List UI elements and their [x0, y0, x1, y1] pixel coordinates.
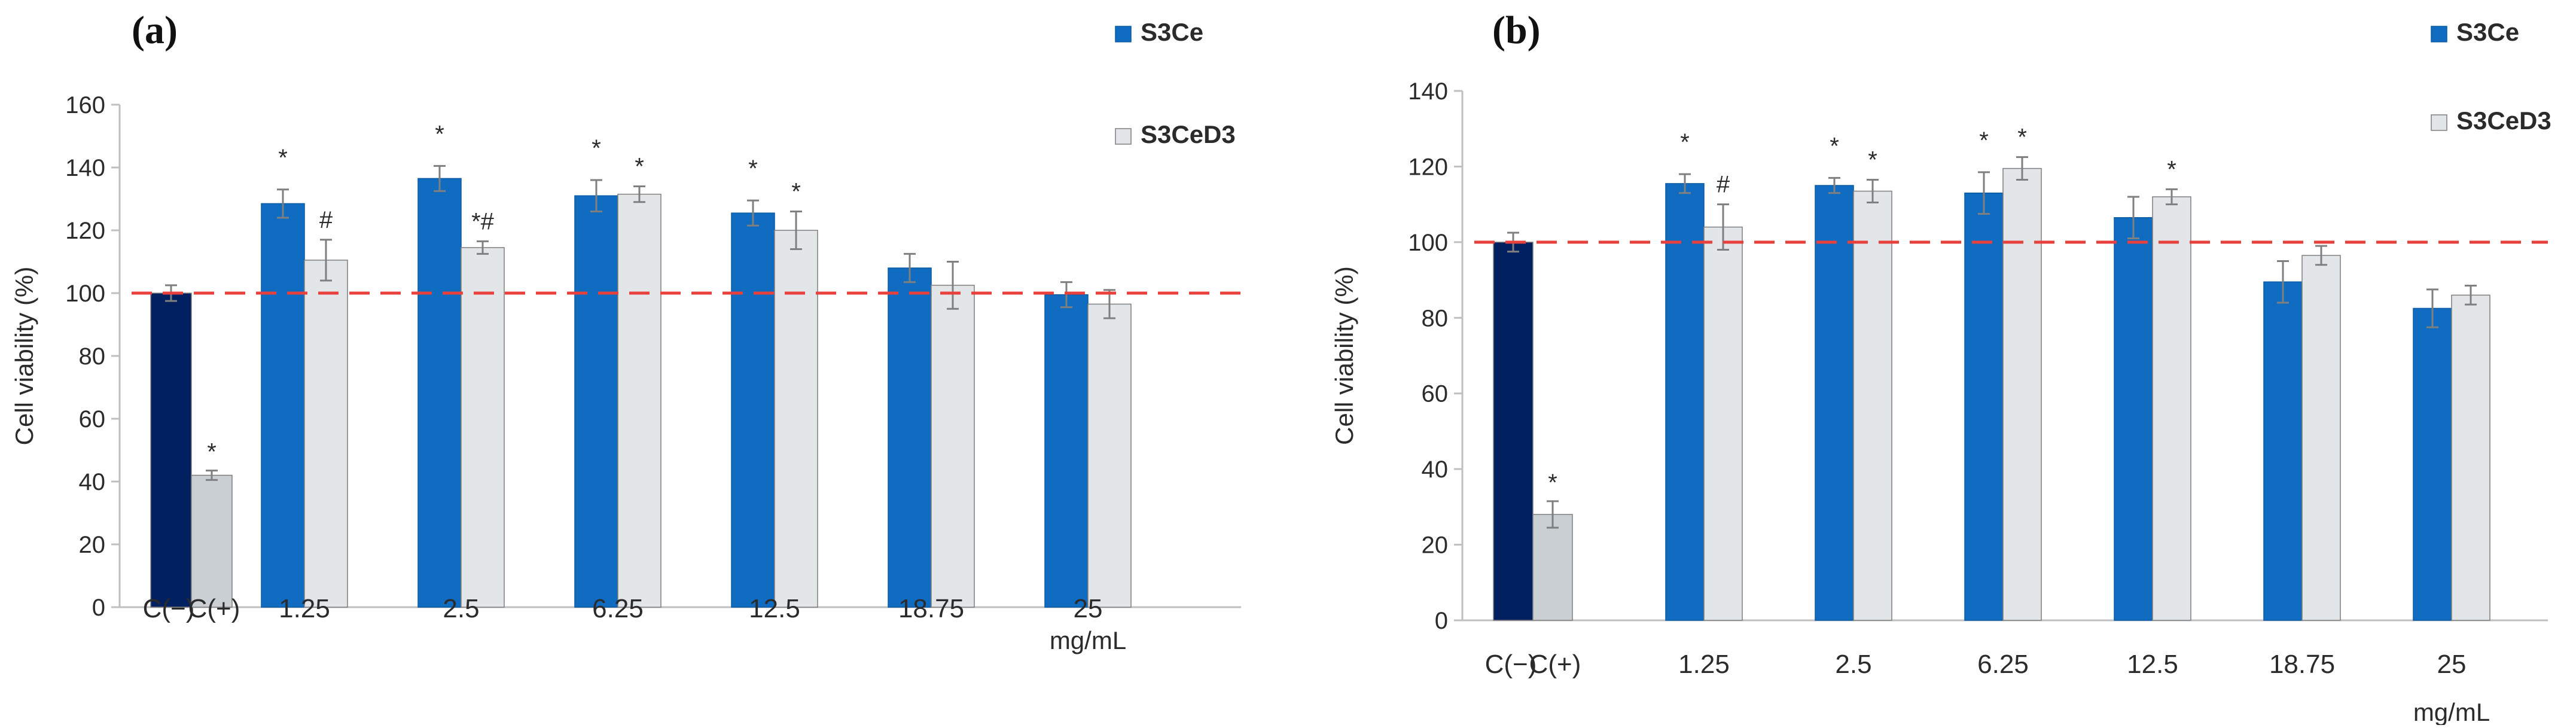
legend-label: S3Ce [1141, 18, 1203, 46]
bar-s3ce-1.25 [1665, 183, 1705, 621]
y-tick-label: 60 [1422, 381, 1449, 407]
x-tick-label: 1.25 [279, 594, 330, 623]
chart-panel-a: (a) 0 20 40 60 80 100 120 140 160 Cell viability (… [10, 8, 1241, 654]
y-tick-label: 20 [79, 532, 106, 558]
y-tick-label: 20 [1422, 532, 1449, 559]
bar-s3ce-6.25 [574, 195, 618, 608]
legend-label: S3CeD3 [1141, 120, 1236, 148]
bar-s3ce-2.5 [417, 178, 462, 608]
y-tick-label: 40 [79, 469, 106, 495]
significance-marker: * [2017, 124, 2027, 151]
significance-marker: # [319, 207, 333, 233]
y-tick-label: 120 [1408, 154, 1448, 180]
significance-marker: * [1868, 147, 1877, 173]
x-tick-label: C(+) [188, 594, 240, 623]
x-tick-label: 2.5 [443, 594, 479, 623]
x-tick-label: C(−) [1485, 650, 1537, 679]
y-tick-label: 80 [79, 343, 106, 370]
y-tick-label: 140 [1408, 78, 1448, 105]
x-unit-label: mg/mL [1050, 626, 1126, 654]
y-tick-label: 0 [1435, 608, 1448, 634]
x-tick-label: 6.25 [1977, 650, 2029, 679]
bar-s3ced3-6.25 [617, 193, 661, 608]
x-unit-label: mg/mL [2413, 698, 2490, 725]
x-tick-label: C(−) [143, 594, 195, 623]
y-tick-label: 0 [92, 595, 105, 621]
significance-marker: * [748, 156, 758, 182]
y-axis-title: Cell viability (%) [10, 267, 38, 446]
control-bar-positive [1532, 514, 1573, 621]
x-tick-label: 18.75 [2269, 650, 2335, 679]
legend-swatch [2431, 26, 2447, 42]
legend-swatch [1115, 26, 1132, 42]
x-tick-label: 18.75 [898, 594, 964, 623]
y-tick-label: 80 [1422, 305, 1449, 331]
control-bar-negative [150, 293, 192, 608]
bar-s3ced3-1.25 [1703, 226, 1743, 621]
bar-s3ced3-18.75 [2301, 255, 2341, 621]
y-tick-label: 60 [79, 406, 106, 432]
significance-marker: * [635, 154, 644, 180]
panel-label: (b) [1492, 8, 1541, 52]
x-tick-label: 2.5 [1835, 650, 1871, 679]
bar-s3ced3-12.5 [774, 230, 818, 608]
x-tick-label: 6.25 [592, 594, 644, 623]
bar-s3ce-12.5 [731, 212, 775, 608]
significance-marker: * [791, 179, 801, 205]
bar-s3ced3-2.5 [1853, 190, 1892, 621]
y-tick-label: 100 [65, 281, 105, 307]
control-bar-negative [1493, 242, 1534, 621]
bar-s3ced3-18.75 [931, 285, 975, 608]
significance-marker: *# [471, 208, 495, 234]
x-tick-label: 12.5 [2127, 650, 2178, 679]
significance-marker: * [2167, 156, 2176, 182]
x-tick-label: C(+) [1529, 650, 1581, 679]
bar-s3ce-18.75 [888, 267, 932, 608]
x-tick-label: 25 [1074, 594, 1103, 623]
legend-swatch [2431, 114, 2447, 131]
bar-s3ced3-12.5 [2152, 196, 2191, 621]
bar-s3ce-25 [1044, 294, 1089, 608]
significance-marker: * [1979, 127, 1989, 154]
bar-s3ce-12.5 [2114, 217, 2153, 621]
x-tick-label: 1.25 [1678, 650, 1730, 679]
bar-s3ced3-25 [1087, 303, 1132, 608]
bar-s3ced3-6.25 [2002, 167, 2042, 621]
significance-marker: * [278, 145, 288, 171]
legend-swatch [1115, 128, 1132, 145]
significance-marker: * [207, 439, 217, 465]
y-axis-title: Cell viability (%) [1330, 266, 1358, 445]
y-tick-label: 160 [65, 92, 105, 118]
legend-label: S3Ce [2456, 18, 2519, 46]
y-tick-label: 40 [1422, 456, 1449, 483]
y-tick-label: 100 [1408, 230, 1448, 256]
bar-s3ced3-25 [2451, 294, 2490, 621]
bar-s3ce-18.75 [2263, 281, 2303, 621]
significance-marker: * [1830, 133, 1839, 159]
legend-label: S3CeD3 [2456, 106, 2551, 135]
bar-s3ce-1.25 [261, 203, 305, 608]
significance-marker: # [1717, 172, 1730, 198]
significance-marker: * [435, 121, 444, 147]
y-tick-label: 140 [65, 155, 105, 181]
y-tick-label: 120 [65, 218, 105, 244]
x-tick-label: 25 [2437, 650, 2467, 679]
x-tick-label: 12.5 [749, 594, 800, 623]
bar-s3ced3-1.25 [304, 260, 348, 608]
control-bar-positive [191, 474, 233, 608]
significance-marker: * [592, 135, 601, 162]
chart-panel-b: (b) 0 20 40 60 80 100 120 140 Cell viability (%) C… [1330, 8, 2551, 726]
bar-s3ce-25 [2413, 307, 2452, 621]
significance-marker: * [1548, 470, 1557, 496]
panel-label: (a) [132, 8, 178, 52]
bar-s3ce-2.5 [1815, 185, 1854, 621]
bar-s3ce-6.25 [1964, 192, 2004, 621]
bar-s3ced3-2.5 [461, 247, 505, 608]
significance-marker: * [1680, 129, 1690, 156]
